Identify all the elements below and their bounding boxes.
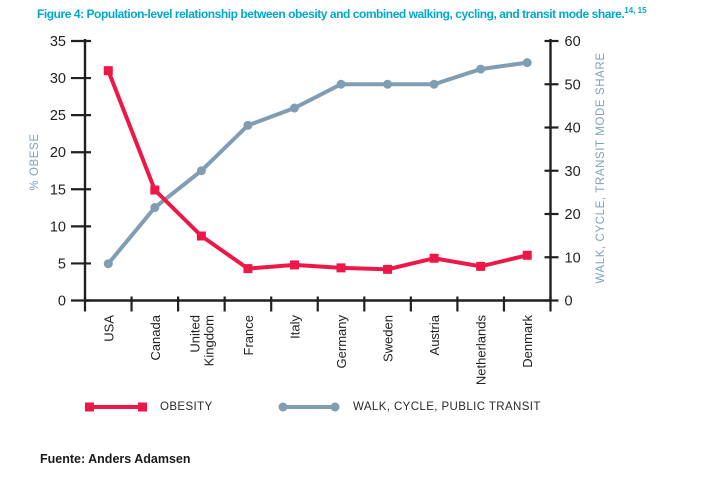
obesity-legend-swatch <box>85 400 147 414</box>
right-axis-tick-label: 60 <box>565 34 581 50</box>
data-point <box>522 250 532 260</box>
series-walk-cycle-public-transit-line <box>106 60 528 266</box>
x-axis-labels: USA Canada United Kingdom France Italy Germany… <box>101 314 535 385</box>
data-point <box>243 120 253 130</box>
data-point <box>429 79 439 89</box>
x-axis-category-label: Austria <box>427 314 442 355</box>
left-axis-tick-label: 25 <box>50 108 66 124</box>
right-axis-tick-label: 10 <box>565 250 581 266</box>
x-axis-category-label: USA <box>101 315 116 342</box>
data-point <box>383 79 393 89</box>
x-axis-category-label: France <box>241 315 256 355</box>
data-point <box>196 231 206 241</box>
walk-cycle-transit-legend-swatch <box>278 400 340 414</box>
series-walk-cycle-public-transit <box>103 58 532 269</box>
data-point <box>476 261 486 271</box>
left-axis-tick-label: 35 <box>50 34 66 50</box>
source-caption: Fuente: Anders Adamsen <box>40 452 191 466</box>
right-axis-title: WALK, CYCLE, TRANSIT MODE SHARE <box>595 52 607 283</box>
data-point <box>383 264 393 274</box>
figure-title-superscript: 14, 15 <box>624 6 647 15</box>
legend-marker <box>85 402 94 412</box>
left-axis-tick-label: 10 <box>50 219 66 235</box>
figure-title-text: Figure 4: Population-level relationship … <box>37 7 625 21</box>
left-axis-tick-label: 0 <box>58 294 66 310</box>
data-point <box>336 79 346 89</box>
right-axis-tick-label: 20 <box>565 207 581 223</box>
data-point <box>150 185 160 195</box>
x-axis-category-label: Sweden <box>381 315 396 362</box>
data-point <box>243 264 253 274</box>
obesity-legend-label: OBESITY <box>160 401 213 413</box>
data-point <box>196 166 206 176</box>
data-point <box>103 259 113 269</box>
data-point <box>336 263 346 273</box>
left-axis-tick-label: 5 <box>58 256 66 272</box>
legend-marker <box>278 402 288 412</box>
data-point <box>150 203 160 213</box>
x-axis-category-label: Canada <box>148 314 163 360</box>
walk-cycle-transit-legend-label: WALK, CYCLE, PUBLIC TRANSIT <box>353 401 541 413</box>
x-axis-category-label: United <box>187 315 202 353</box>
right-axis-tick-label: 40 <box>565 121 581 137</box>
right-axis-tick-label: 30 <box>565 164 581 180</box>
series-obesity <box>103 66 532 274</box>
right-axis-tick-label: 50 <box>565 77 581 93</box>
data-point <box>103 66 113 76</box>
left-axis-tick-label: 20 <box>50 145 66 161</box>
data-point <box>476 64 486 74</box>
legend-marker <box>138 402 147 412</box>
x-axis-category-label: Netherlands <box>474 315 489 386</box>
legend-marker <box>330 402 340 412</box>
left-axis-tick-label: 30 <box>50 71 66 87</box>
data-point <box>429 253 439 263</box>
legend-swatch-graphic <box>85 402 147 412</box>
right-axis-tick-label: 0 <box>565 294 573 310</box>
data-point <box>289 103 299 113</box>
figure-title: Figure 4: Population-level relationship … <box>37 6 697 22</box>
legend-item-walk-cycle-transit: WALK, CYCLE, PUBLIC TRANSIT <box>278 400 541 414</box>
x-axis-category-label: Denmark <box>520 315 535 368</box>
legend: OBESITY WALK, CYCLE, PUBLIC TRANSIT <box>0 400 704 426</box>
left-axis-title: % OBESE <box>29 133 41 190</box>
data-point <box>522 58 532 68</box>
series-obesity-line <box>106 69 528 272</box>
x-axis-category-label: Germany <box>334 315 349 369</box>
legend-swatch-graphic <box>278 402 340 412</box>
left-axis-tick-label: 15 <box>50 182 66 198</box>
data-point <box>289 260 299 270</box>
legend-item-obesity: OBESITY <box>85 400 213 414</box>
axes: 0 5 10 15 20 25 30 35 0 10 20 30 40 50 60 <box>50 34 581 312</box>
x-axis-category-label: Italy <box>287 315 302 339</box>
x-axis-category-label: Kingdom <box>201 315 216 366</box>
